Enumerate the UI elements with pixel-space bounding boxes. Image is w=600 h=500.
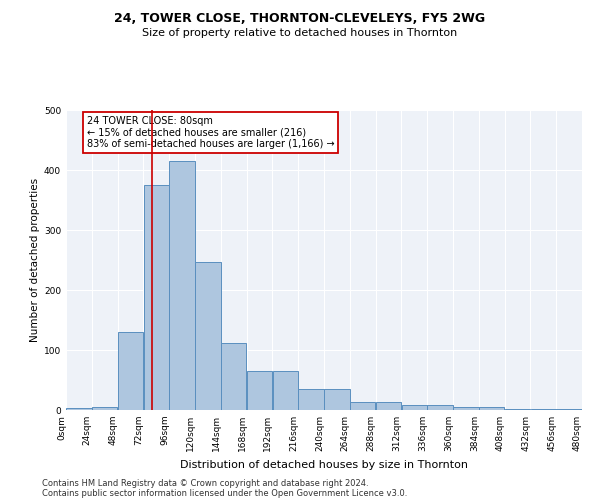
Bar — [272, 371, 298, 410]
Bar — [427, 405, 453, 410]
Bar — [92, 407, 118, 410]
Y-axis label: Number of detached properties: Number of detached properties — [30, 178, 40, 342]
Bar — [376, 402, 401, 410]
Bar — [453, 407, 479, 410]
X-axis label: Distribution of detached houses by size in Thornton: Distribution of detached houses by size … — [180, 460, 468, 469]
Bar — [324, 389, 350, 410]
Bar — [66, 408, 92, 410]
Text: 24 TOWER CLOSE: 80sqm
← 15% of detached houses are smaller (216)
83% of semi-det: 24 TOWER CLOSE: 80sqm ← 15% of detached … — [86, 116, 334, 149]
Text: 24, TOWER CLOSE, THORNTON-CLEVELEYS, FY5 2WG: 24, TOWER CLOSE, THORNTON-CLEVELEYS, FY5… — [115, 12, 485, 26]
Bar — [169, 161, 195, 410]
Bar — [479, 407, 505, 410]
Bar — [143, 185, 169, 410]
Text: Size of property relative to detached houses in Thornton: Size of property relative to detached ho… — [142, 28, 458, 38]
Bar — [118, 332, 143, 410]
Bar — [401, 405, 427, 410]
Text: Contains public sector information licensed under the Open Government Licence v3: Contains public sector information licen… — [42, 488, 407, 498]
Bar — [350, 402, 376, 410]
Bar — [298, 389, 324, 410]
Bar — [247, 371, 272, 410]
Bar — [221, 344, 247, 410]
Bar — [195, 262, 221, 410]
Text: Contains HM Land Registry data © Crown copyright and database right 2024.: Contains HM Land Registry data © Crown c… — [42, 478, 368, 488]
